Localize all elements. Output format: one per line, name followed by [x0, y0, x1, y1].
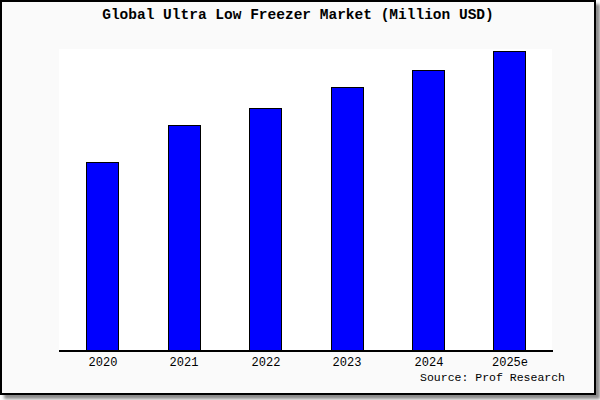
bar-2023 [331, 87, 364, 351]
chart-image: Global Ultra Low Freezer Market (Million… [0, 0, 600, 400]
x-tick-label-2024: 2024 [397, 356, 461, 370]
source-note: Source: Prof Research [420, 371, 565, 384]
x-axis-line [59, 350, 553, 352]
bar-2024 [412, 70, 445, 351]
x-tick-label-2020: 2020 [71, 356, 135, 370]
bar-2020 [86, 162, 119, 351]
bar-2021 [168, 125, 201, 351]
x-tick-label-2023: 2023 [315, 356, 379, 370]
bar-2022 [249, 108, 282, 351]
x-tick-label-2021: 2021 [152, 356, 216, 370]
bar-2025e [493, 51, 526, 351]
plot-area [59, 49, 552, 351]
chart-title: Global Ultra Low Freezer Market (Million… [2, 7, 594, 23]
x-tick-label-2025e: 2025e [478, 356, 542, 370]
x-tick-label-2022: 2022 [234, 356, 298, 370]
